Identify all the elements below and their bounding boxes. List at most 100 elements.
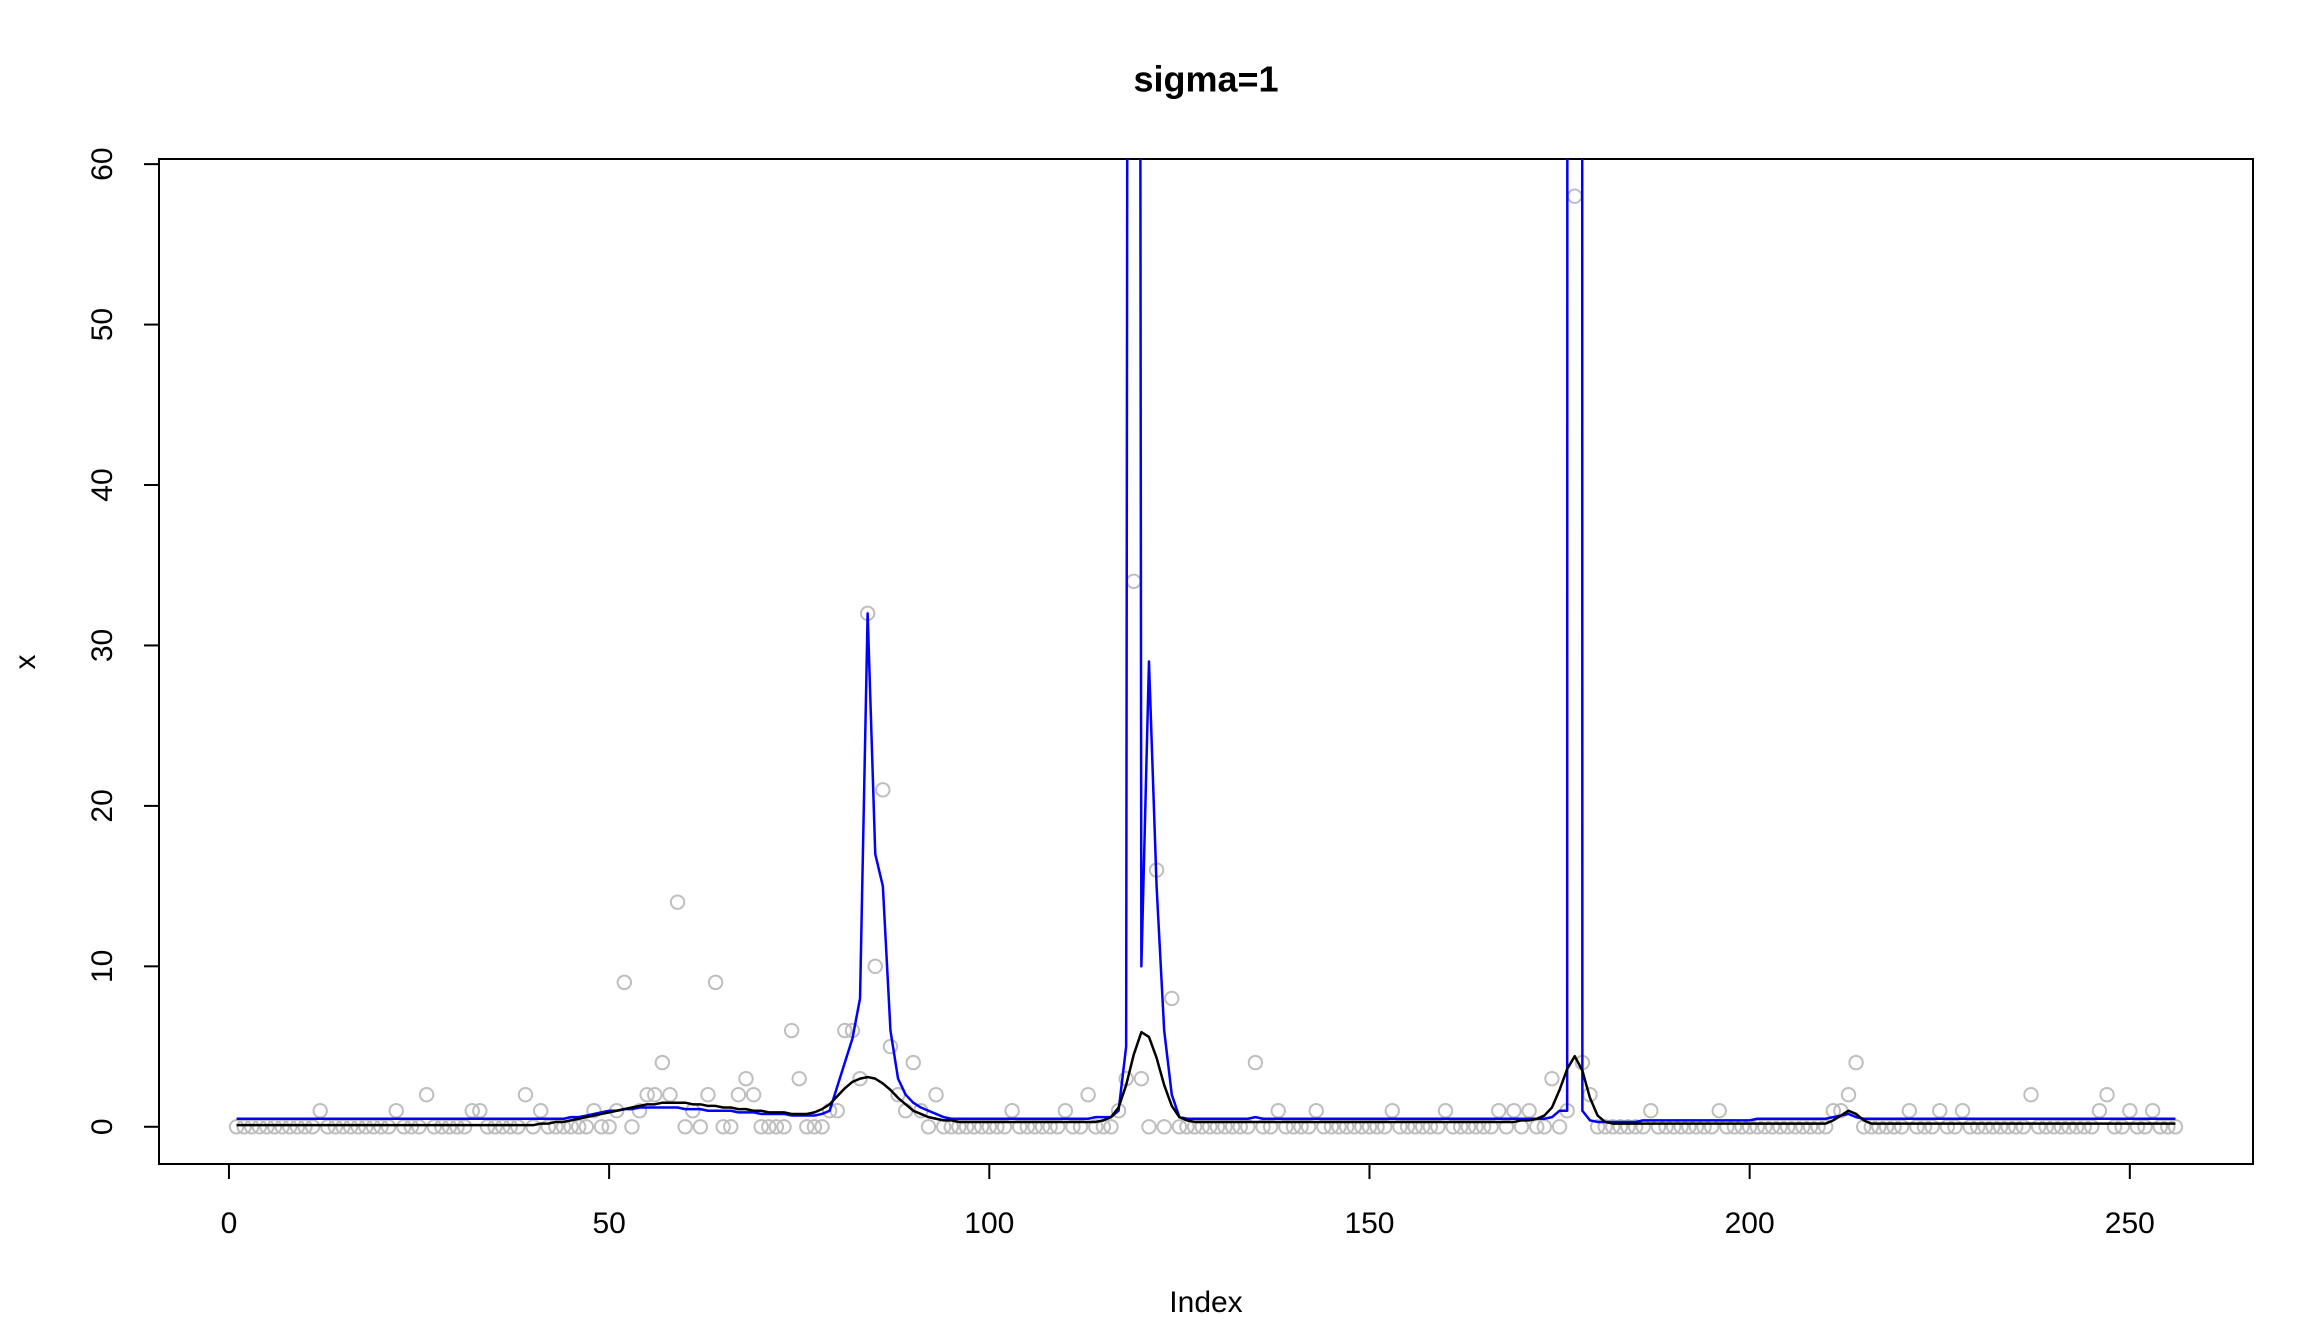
- data-point: [1886, 1119, 1902, 1135]
- data-point: [403, 1119, 420, 1135]
- data-point: [1437, 1103, 1454, 1119]
- data-point: [1407, 1119, 1423, 1135]
- data-point: [1802, 1119, 1819, 1135]
- data-point: [502, 1119, 518, 1135]
- data-point: [1954, 1103, 1971, 1119]
- data-point: [456, 1119, 473, 1135]
- data-point: [1597, 1119, 1613, 1135]
- data-point: [2160, 1119, 2176, 1135]
- data-point: [1414, 1119, 1431, 1135]
- data-point: [1992, 1119, 2009, 1135]
- data-point: [1817, 1119, 1834, 1135]
- data-point: [571, 1119, 587, 1135]
- data-point: [1088, 1119, 1104, 1135]
- y-axis-label: x: [9, 655, 42, 670]
- data-point: [2084, 1119, 2100, 1135]
- data-point: [1605, 1119, 1621, 1135]
- data-point: [1141, 1119, 1157, 1135]
- data-point: [228, 1119, 245, 1135]
- data-point: [715, 1119, 731, 1135]
- chart-title: sigma=1: [1133, 59, 1278, 100]
- data-point: [806, 1119, 823, 1135]
- data-point: [723, 1119, 739, 1135]
- data-point: [380, 1119, 397, 1135]
- data-point: [525, 1119, 541, 1135]
- data-point: [1285, 1119, 1302, 1135]
- data-point: [669, 894, 686, 910]
- data-point: [1544, 1070, 1560, 1087]
- data-point: [1065, 1119, 1081, 1135]
- data-point: [1962, 1119, 1978, 1135]
- data-point: [274, 1119, 290, 1135]
- data-point: [639, 1086, 655, 1103]
- data-point: [647, 1086, 663, 1103]
- data-point: [449, 1119, 465, 1135]
- data-point: [304, 1119, 321, 1135]
- data-point: [1012, 1119, 1028, 1135]
- data-point: [2091, 1103, 2108, 1119]
- data-point: [1323, 1119, 1340, 1135]
- data-point: [1643, 1103, 1659, 1119]
- data-point: [1019, 1119, 1036, 1135]
- data-point: [2076, 1119, 2092, 1135]
- data-point: [1164, 990, 1180, 1007]
- data-point: [2152, 1119, 2168, 1135]
- data-point: [441, 1119, 458, 1135]
- data-point: [1300, 1119, 1317, 1135]
- data-point: [2137, 1119, 2153, 1135]
- data-point: [320, 1119, 336, 1135]
- plot-area: [228, 159, 2184, 1135]
- data-point: [1916, 1119, 1933, 1135]
- data-point: [928, 1086, 944, 1103]
- data-point: [776, 1119, 792, 1135]
- data-point: [1947, 1119, 1963, 1135]
- data-point: [920, 1119, 937, 1135]
- data-line: [236, 159, 2176, 1124]
- data-point: [707, 974, 724, 991]
- data-point: [312, 1103, 328, 1119]
- data-point: [2038, 1119, 2054, 1135]
- data-point: [973, 1119, 990, 1135]
- data-point: [259, 1119, 275, 1135]
- data-point: [1551, 1119, 1568, 1135]
- data-point: [738, 1070, 754, 1087]
- data-point: [1080, 1086, 1096, 1103]
- data-point: [282, 1119, 298, 1135]
- data-point: [517, 1086, 534, 1103]
- data-point: [1612, 1119, 1629, 1135]
- data-point: [2144, 1103, 2161, 1119]
- data-point: [1057, 1103, 1074, 1119]
- data-point: [2000, 1119, 2016, 1135]
- y-tick-label: 40: [86, 468, 119, 501]
- data-point: [1475, 1119, 1492, 1135]
- data-point: [1445, 1119, 1461, 1135]
- data-point: [1521, 1103, 1537, 1119]
- data-point: [1217, 1119, 1233, 1135]
- data-point: [1354, 1119, 1370, 1135]
- data-point: [1034, 1119, 1051, 1135]
- data-point: [1194, 1119, 1210, 1135]
- data-point: [1103, 1119, 1119, 1135]
- data-point: [1901, 1103, 1918, 1119]
- data-point: [1338, 1119, 1355, 1135]
- data-point: [2030, 1119, 2047, 1135]
- data-point: [540, 1119, 556, 1135]
- data-point: [1156, 1119, 1172, 1135]
- data-point: [1430, 1119, 1446, 1135]
- data-point: [388, 1103, 404, 1119]
- data-point: [745, 1086, 762, 1103]
- data-point: [2106, 1119, 2123, 1135]
- data-point: [1453, 1119, 1469, 1135]
- data-point: [783, 1022, 800, 1039]
- data-point: [1224, 1119, 1241, 1135]
- data-point: [1361, 1119, 1378, 1135]
- data-point: [578, 1119, 595, 1135]
- data-point: [555, 1119, 572, 1135]
- data-point: [1627, 1119, 1644, 1135]
- data-point: [1863, 1119, 1880, 1135]
- data-point: [532, 1103, 549, 1119]
- data-point: [768, 1119, 785, 1135]
- x-axis-label: Index: [1169, 1286, 1242, 1319]
- data-point: [510, 1119, 526, 1135]
- data-point: [1970, 1119, 1986, 1135]
